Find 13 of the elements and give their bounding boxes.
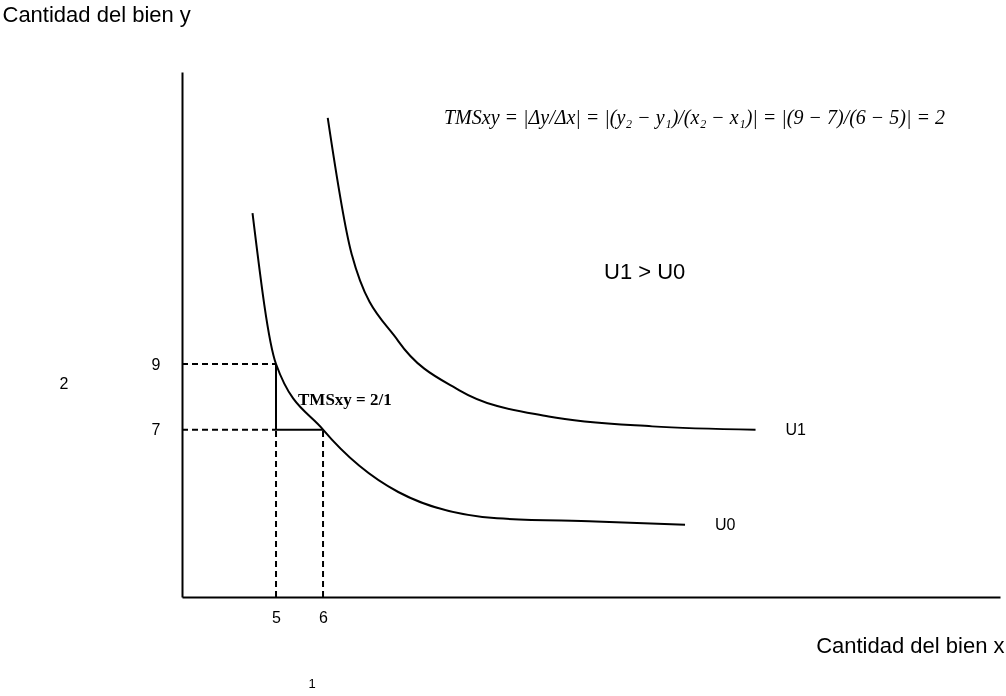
annotation: TMSxy = 2/1 — [298, 390, 392, 409]
y-tick-label: 9 — [151, 355, 161, 373]
y-axis-title: Cantidad del bien y — [2, 1, 191, 27]
annotation: TMSxy = |Δy/Δx| = |(y₂ − y₁)/(x₂ − x₁)| = |(9 − 7)/(6 − 5)| = 2 — [444, 106, 945, 129]
series-label: U1 — [785, 420, 807, 438]
x-tick-label: 6 — [319, 608, 329, 626]
text: 1 — [308, 676, 316, 691]
x-axis-title: Cantidad del bien x — [816, 632, 1005, 658]
series-label: U0 — [715, 515, 736, 533]
text: 2 — [59, 375, 69, 392]
y-tick-label: 7 — [151, 421, 161, 439]
annotation: U1 > U0 — [604, 259, 686, 284]
x-tick-label: 5 — [272, 608, 282, 626]
